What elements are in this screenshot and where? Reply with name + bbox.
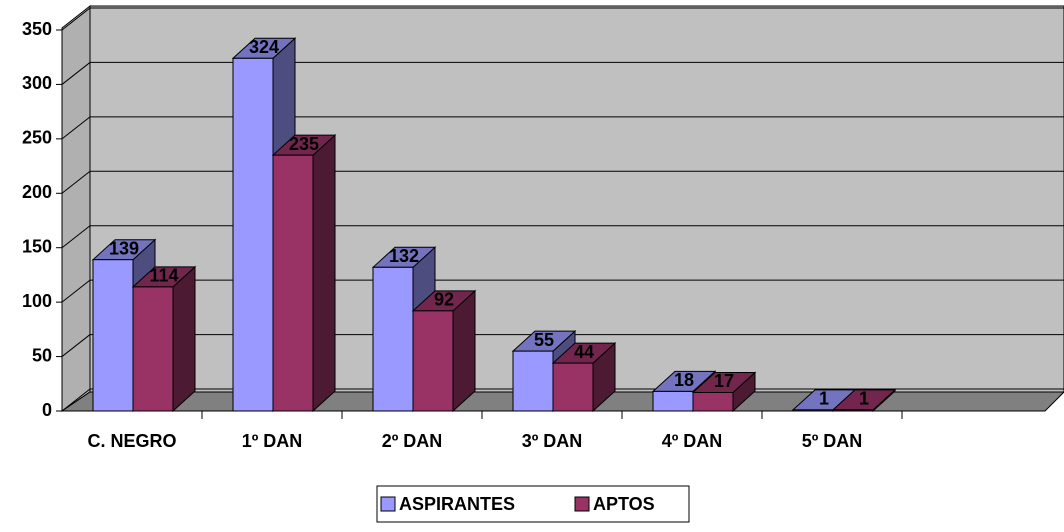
data-label: 55 (534, 330, 554, 350)
grid-line (61, 279, 91, 303)
bar (652, 390, 694, 412)
legend-items: ASPIRANTES APTOS (380, 494, 655, 514)
grid-line (61, 334, 91, 357)
legend-label: APTOS (593, 494, 655, 514)
bars: 139 324 132 55 18 1 114 235 92 44 17 1 (91, 37, 897, 413)
bar (792, 409, 834, 412)
bar (132, 286, 174, 412)
bar (832, 409, 874, 412)
y-tick-label: 100 (22, 291, 52, 311)
bar (372, 266, 414, 412)
legend-swatch (380, 496, 396, 512)
grid-line (61, 62, 91, 85)
grid-line (61, 388, 91, 412)
y-tick-label: 350 (22, 19, 52, 39)
y-tick-label: 50 (32, 345, 52, 365)
data-label: 44 (574, 342, 594, 362)
data-label: 1 (859, 389, 869, 409)
data-label: 114 (149, 266, 178, 286)
x-tick-label: 2º DAN (382, 431, 443, 451)
bar (272, 154, 314, 412)
y-tick-label: 0 (42, 400, 52, 420)
data-label: 17 (714, 371, 734, 391)
x-tick-label: 4º DAN (662, 431, 723, 451)
legend-swatch (574, 496, 590, 512)
legend (376, 485, 690, 523)
grid-line (61, 116, 91, 140)
x-tick-label: 3º DAN (522, 431, 583, 451)
y-tick-label: 250 (22, 128, 52, 148)
data-label: 1 (819, 389, 829, 409)
bar-side (312, 134, 336, 413)
data-label: 235 (289, 134, 319, 154)
data-label: 92 (434, 290, 454, 310)
bar (552, 362, 594, 412)
bar (412, 310, 454, 412)
bar (512, 350, 554, 412)
bar-side (172, 265, 196, 413)
data-label: 324 (249, 37, 279, 57)
x-tick-label: 1º DAN (242, 431, 303, 451)
y-tick-label: 200 (22, 182, 52, 202)
grid-line (61, 225, 91, 249)
data-label: 132 (389, 246, 419, 266)
x-tick-label: C. NEGRO (87, 431, 176, 451)
data-label: 18 (674, 370, 694, 390)
y-tick-label: 150 (22, 236, 52, 256)
data-label: 139 (109, 238, 139, 258)
x-tick-label: 5º DAN (802, 431, 863, 451)
bar (92, 259, 134, 412)
side-wall (61, 4, 91, 412)
bar-side (452, 289, 476, 413)
y-tick-label: 300 (22, 73, 52, 93)
bar (692, 391, 734, 412)
legend-label: ASPIRANTES (399, 494, 515, 514)
grid-line (61, 170, 91, 194)
bar (232, 57, 274, 412)
grid-line (61, 7, 91, 31)
